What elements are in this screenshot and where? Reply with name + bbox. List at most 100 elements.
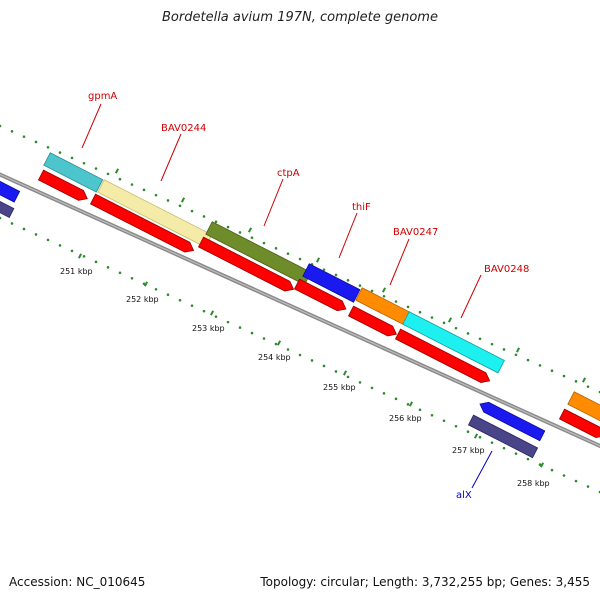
outer-tick-mark	[114, 168, 120, 174]
inner-tick-mark	[209, 310, 215, 316]
inner-tick-dot	[466, 430, 470, 434]
outer-tick-dot	[346, 278, 350, 282]
inner-tick-dot	[118, 271, 122, 275]
outer-tick-dot	[298, 257, 302, 261]
outer-tick-dot	[286, 252, 290, 255]
outer-tick-dot	[274, 247, 278, 250]
inner-tick-dot	[22, 227, 26, 231]
gene-alX-arrow[interactable]	[479, 401, 546, 442]
inner-tick-dot	[502, 446, 506, 450]
inner-tick-dot	[406, 403, 410, 406]
outer-tick-mark	[581, 377, 587, 383]
outer-tick-dot	[34, 140, 38, 144]
inner-tick-dot	[526, 457, 530, 461]
inner-tick-dot	[262, 337, 266, 340]
cds-arrow[interactable]	[558, 408, 600, 438]
inner-tick-dot	[574, 479, 578, 483]
callout-line	[81, 103, 102, 149]
gene-features[interactable]	[0, 152, 600, 459]
inner-tick-dot	[166, 293, 170, 297]
outer-tick-mark	[247, 227, 253, 233]
outer-tick-dot	[358, 284, 362, 287]
callout-line	[160, 133, 182, 182]
cds-arrow[interactable]	[197, 236, 295, 292]
gene-label: BAV0244	[161, 123, 206, 134]
scale-label: 258 kbp	[517, 479, 550, 488]
cds-arrow[interactable]	[89, 193, 195, 253]
outer-tick-dot	[442, 321, 446, 325]
inner-tick-dot	[274, 342, 278, 346]
reverse-cds-bar[interactable]	[467, 414, 539, 459]
outer-tick-dot	[466, 332, 470, 335]
outer-tick-dot	[514, 353, 518, 357]
callout-line	[471, 450, 493, 489]
cds-arrow[interactable]	[293, 278, 347, 312]
inner-tick-dot	[154, 287, 158, 291]
scale-label: 257 kbp	[452, 446, 485, 455]
outer-tick-dot	[586, 385, 590, 388]
inner-tick-dot	[286, 348, 290, 351]
outer-tick-dot	[418, 310, 422, 314]
inner-tick-mark	[77, 253, 83, 259]
inner-tick-dot	[178, 298, 182, 302]
outer-tick-dot	[478, 337, 482, 341]
outer-tick-dot	[382, 294, 386, 298]
inner-tick-dot	[46, 238, 50, 242]
inner-tick-dot	[226, 320, 230, 324]
inner-tick-dot	[538, 463, 542, 466]
gene-label: gpmA	[88, 91, 117, 102]
outer-tick-dot	[46, 145, 50, 149]
outer-tick-mark	[180, 197, 186, 203]
outer-tick-dot	[94, 167, 98, 170]
inner-tick-dot	[142, 282, 146, 286]
cds-arrow[interactable]	[37, 169, 88, 201]
backbone-line	[0, 172, 600, 449]
inner-tick-dot	[514, 452, 518, 455]
gene-label: ctpA	[277, 168, 300, 179]
inner-tick-dot	[322, 364, 326, 368]
inner-tick-mark	[408, 401, 414, 407]
scale-label: 253 kbp	[192, 324, 225, 333]
outer-tick-dot	[430, 316, 434, 319]
inner-tick-dot	[454, 424, 458, 428]
gene-label: thiF	[352, 202, 371, 213]
outer-tick-dot	[118, 177, 122, 181]
outer-tick-dot	[166, 199, 170, 202]
scale-label: 251 kbp	[60, 267, 93, 276]
inner-tick-dot	[70, 249, 74, 253]
callout-line	[338, 212, 358, 259]
outer-tick-dot	[454, 326, 458, 330]
inner-tick-dot	[0, 216, 2, 220]
gene-right-orange-bar[interactable]	[567, 391, 600, 423]
inner-tick-dot	[250, 331, 254, 335]
outer-tick-dot	[538, 364, 542, 367]
inner-tick-dot	[34, 233, 38, 236]
outer-tick-dot	[190, 209, 194, 213]
scale-label: 255 kbp	[323, 383, 356, 392]
inner-tick-dot	[346, 375, 350, 379]
reverse-left-bar[interactable]	[0, 199, 15, 218]
scale-label: 252 kbp	[126, 295, 159, 304]
gene-thiF-bar[interactable]	[302, 263, 361, 303]
inner-tick-dot	[82, 255, 86, 258]
outer-tick-dot	[214, 220, 218, 224]
callout-line	[460, 274, 482, 319]
outer-tick-dot	[526, 358, 530, 362]
tick-marks	[77, 168, 587, 468]
cds-arrow[interactable]	[347, 305, 397, 337]
gene-label: alX	[456, 490, 472, 501]
gene-label: BAV0247	[393, 227, 438, 238]
outer-tick-dot	[70, 156, 74, 160]
inner-tick-dot	[382, 392, 386, 395]
inner-tick-dot	[334, 370, 338, 373]
outer-tick-dot	[322, 268, 326, 271]
gene-gpmA-bar[interactable]	[43, 152, 104, 193]
outer-tick-dot	[370, 289, 374, 293]
inner-tick-mark	[539, 462, 545, 468]
cds-arrow[interactable]	[394, 328, 491, 383]
gene-left-blue-bar[interactable]	[0, 179, 21, 203]
gene-BAV0248-bar[interactable]	[402, 311, 505, 374]
inner-tick-dot	[370, 386, 374, 390]
outer-tick-dot	[226, 225, 230, 229]
